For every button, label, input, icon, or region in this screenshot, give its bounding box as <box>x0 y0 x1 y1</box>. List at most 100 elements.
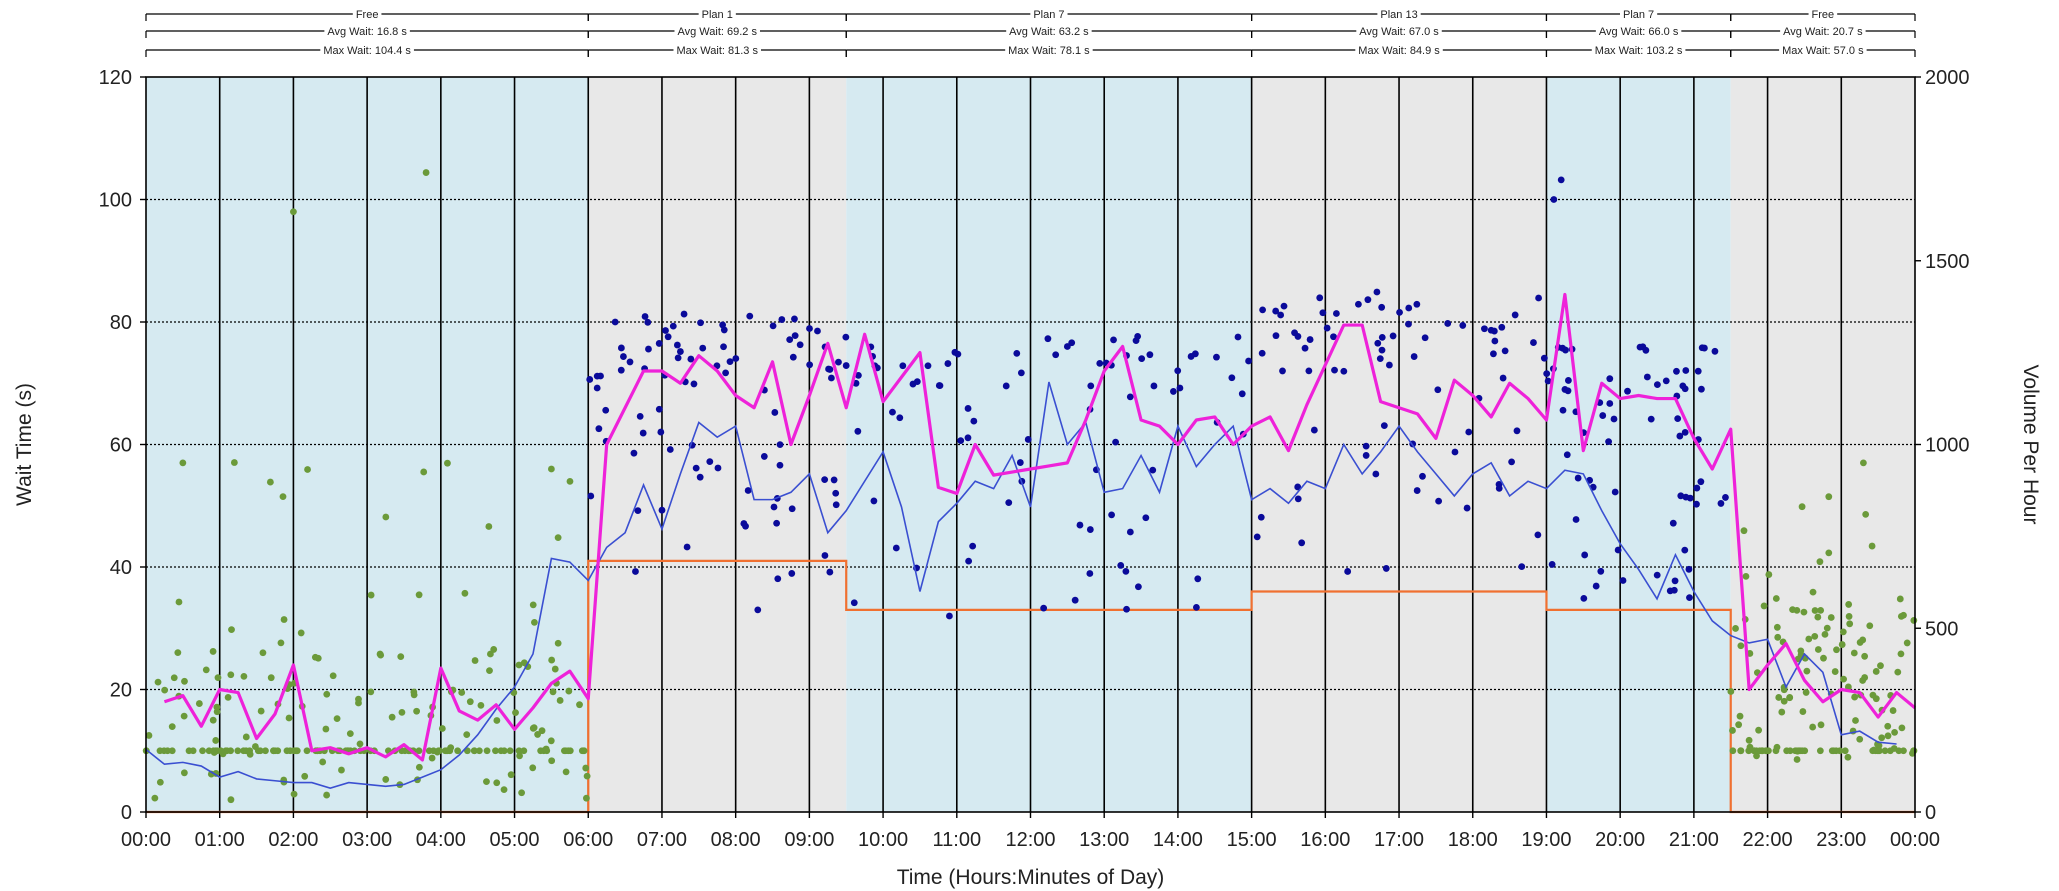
scatter-point <box>1245 357 1252 365</box>
scatter-point <box>213 747 221 755</box>
plan-step-series <box>146 559 1915 814</box>
scatter-point <box>842 362 850 369</box>
scatter-point <box>1490 327 1498 335</box>
scatter-point <box>1294 495 1302 503</box>
header-label-bg <box>1808 8 1838 20</box>
scatter-point <box>1382 565 1390 572</box>
scatter-point <box>228 626 235 634</box>
scatter-point <box>466 698 474 706</box>
scatter-point <box>1673 367 1680 375</box>
scatter-point <box>1574 474 1582 482</box>
band-avg-label: Avg Wait: 69.2 s <box>677 26 757 38</box>
scatter-point <box>1881 747 1889 755</box>
scatter-point <box>1465 428 1473 436</box>
scatter-point <box>1897 650 1905 658</box>
header-label-bg <box>673 44 761 56</box>
scatter-point <box>1850 649 1858 657</box>
scatter-point <box>1280 302 1288 310</box>
scatter-point <box>227 747 235 755</box>
scatter-point <box>1378 346 1386 354</box>
scatter-point <box>483 778 490 786</box>
scatter-point <box>538 727 546 735</box>
scatter-point <box>1662 377 1670 385</box>
scatter-point <box>333 715 341 723</box>
scatter-point <box>1355 300 1362 308</box>
scatter-point <box>566 477 574 485</box>
volume-per-hour-line <box>145 381 1897 789</box>
scatter-point <box>909 380 917 388</box>
header-label-bg <box>1006 25 1092 37</box>
scatter-point <box>1110 336 1117 344</box>
scatter-point <box>680 310 688 318</box>
scatter-point <box>1543 370 1551 378</box>
scatter-point <box>1877 662 1884 670</box>
scatter-point <box>1176 384 1184 392</box>
scatter-point <box>1142 514 1150 522</box>
scatter-point <box>180 712 188 720</box>
scatter-point <box>1451 448 1459 456</box>
x-tick-label: 13:00 <box>1079 829 1129 851</box>
scatter-point <box>1840 675 1847 683</box>
scatter-point <box>1044 335 1052 343</box>
scatter-point <box>230 459 238 466</box>
scatter-point <box>548 656 556 664</box>
scatter-point <box>706 458 714 466</box>
scatter-point <box>825 365 832 373</box>
scatter-point <box>687 355 695 363</box>
scatter-point <box>1340 367 1348 375</box>
scatter-point <box>1112 438 1119 446</box>
scatter-point <box>277 639 285 647</box>
scatter-point <box>1868 542 1876 550</box>
scatter-point <box>1096 359 1104 367</box>
scatter-point <box>835 358 842 366</box>
scatter-point <box>1344 568 1352 575</box>
scatter-point <box>1780 697 1788 705</box>
scatter-point <box>1013 349 1021 357</box>
scatter-point <box>1362 452 1370 459</box>
scatter-point <box>1599 412 1607 419</box>
band-label-label: Free <box>1812 9 1835 21</box>
scatter-point <box>470 747 478 755</box>
band-label-label: Plan 7 <box>1623 9 1654 21</box>
y-tick-label: 60 <box>110 435 132 457</box>
scatter-point <box>415 763 423 771</box>
scatter-point <box>507 771 515 779</box>
scatter-point <box>259 649 267 657</box>
scatter-point <box>778 316 786 323</box>
scatter-point <box>776 441 784 449</box>
scatter-point <box>1016 459 1024 466</box>
scatter-point <box>1331 366 1338 374</box>
scatter-point <box>1332 310 1340 317</box>
scatter-point <box>870 497 878 505</box>
scatter-point <box>1174 367 1182 375</box>
scatter-point <box>1679 382 1687 390</box>
scatter-point <box>1736 712 1744 720</box>
scatter-point <box>683 543 691 551</box>
scatter-point <box>806 361 814 369</box>
band-label-label: Free <box>356 9 379 21</box>
scatter-point <box>692 464 700 472</box>
scatter-point <box>549 688 557 696</box>
scatter-point <box>1742 572 1750 580</box>
scatter-point <box>227 671 235 679</box>
scatter-point <box>1884 732 1892 740</box>
scatter-point <box>1389 332 1397 340</box>
scatter-point <box>617 344 625 352</box>
scatter-point <box>1535 294 1542 302</box>
scatter-point <box>1825 493 1833 501</box>
y-tick-label: 100 <box>99 190 132 212</box>
scatter-point <box>1149 466 1157 474</box>
scatter-point <box>1897 612 1905 620</box>
scatter-point <box>1459 322 1467 329</box>
scatter-point <box>1495 484 1503 492</box>
scatter-point <box>1820 654 1827 662</box>
scatter-point <box>714 464 722 472</box>
scatter-point <box>1729 727 1736 734</box>
scatter-point <box>529 764 537 772</box>
scatter-point <box>262 747 269 755</box>
scatter-point <box>280 616 288 623</box>
scatter-point <box>1845 613 1853 620</box>
plan-band <box>846 77 1252 812</box>
scatter-point <box>1643 373 1651 381</box>
scatter-point <box>1592 582 1600 590</box>
